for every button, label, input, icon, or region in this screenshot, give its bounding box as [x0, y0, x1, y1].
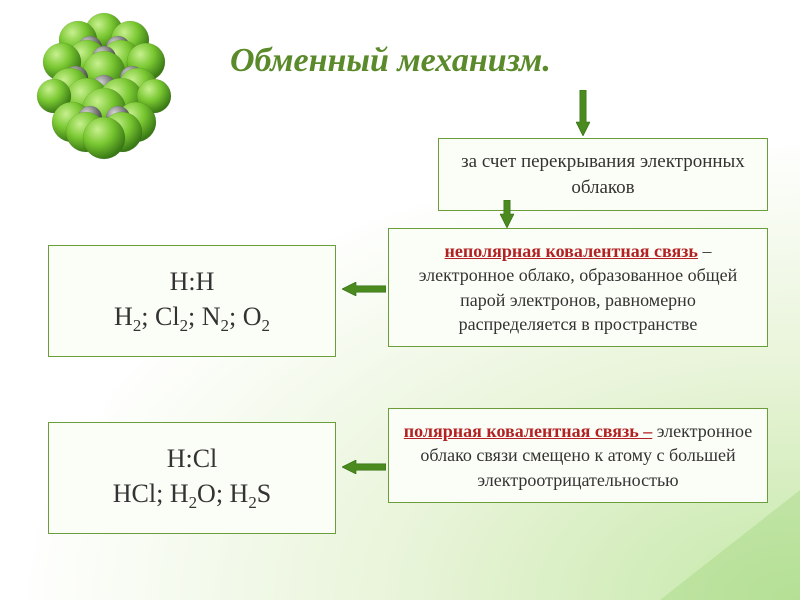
box-nonpolar-bond: неполярная ковалентная связь – электронн…: [388, 228, 768, 347]
hcl-line2: HCl; H2O; H2S: [61, 476, 323, 515]
box-hh-examples: H:H H2; Cl2; N2; O2: [48, 245, 336, 357]
term-polar: полярная ковалентная связь –: [404, 421, 653, 441]
arrow-cloud-to-nonpolar: [500, 200, 514, 228]
hcl-line1: H:Cl: [61, 441, 323, 476]
molecule-icon: [24, 10, 184, 160]
box-polar-bond: полярная ковалентная связь – электронное…: [388, 408, 768, 503]
text-cloud: за счет перекрывания электронных облаков: [461, 151, 745, 198]
box-electron-cloud: за счет перекрывания электронных облаков: [438, 138, 768, 211]
arrow-title-to-cloud: [576, 90, 590, 136]
slide-content: Обменный механизм. за счет перекрывания …: [0, 0, 800, 600]
box-hcl-examples: H:Cl HCl; H2O; H2S: [48, 422, 336, 534]
term-nonpolar: неполярная ковалентная связь: [445, 241, 698, 261]
arrow-polar-to-hcl: [342, 460, 386, 474]
arrow-nonpolar-to-hh: [342, 282, 386, 296]
hh-line2: H2; Cl2; N2; O2: [61, 299, 323, 338]
hh-line1: H:H: [61, 264, 323, 299]
slide-title: Обменный механизм.: [230, 42, 551, 80]
